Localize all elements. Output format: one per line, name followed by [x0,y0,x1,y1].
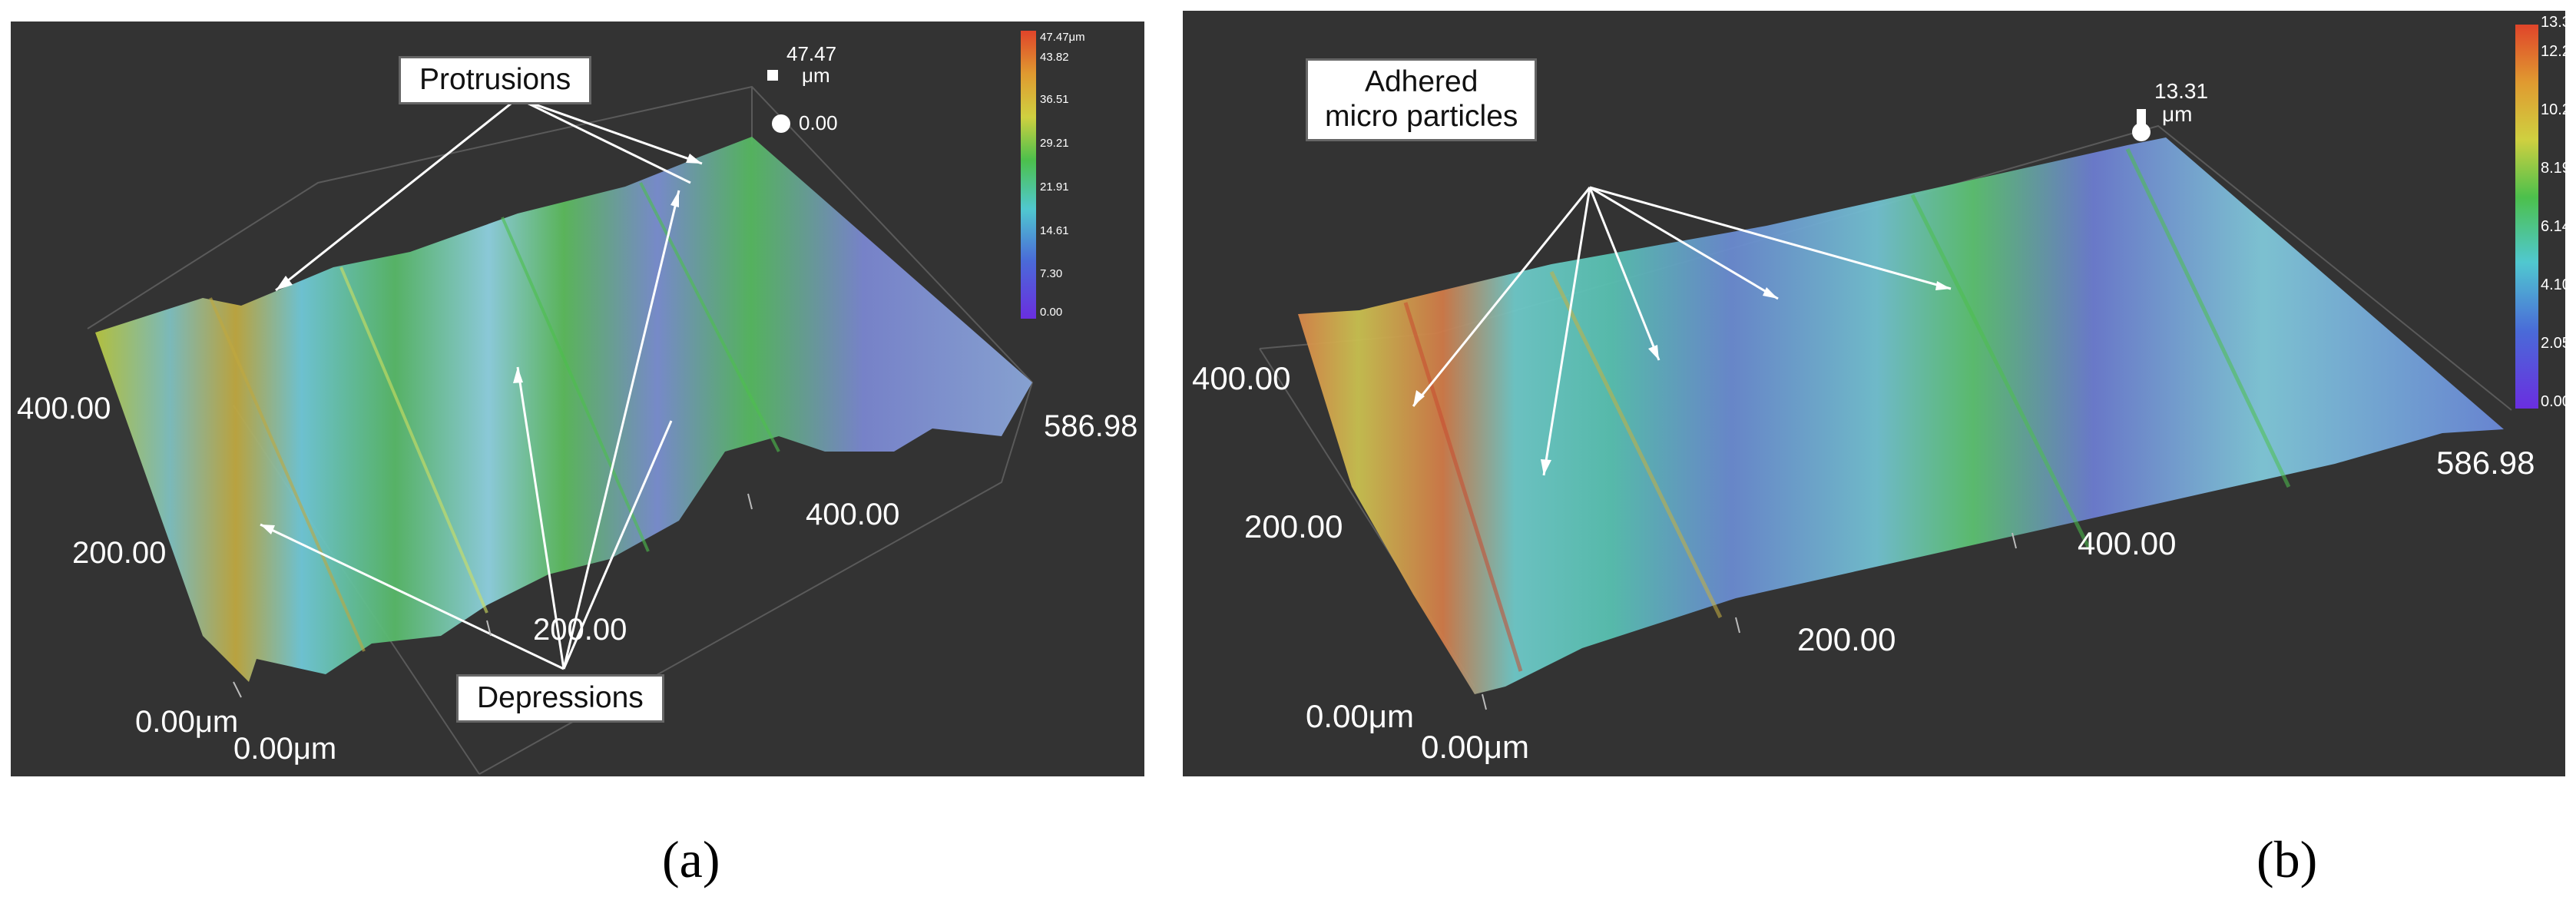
caption-b: (b) [2256,830,2318,889]
surface-3d-panel-a: Protrusions Depressions 47.47μm 43.82 36… [11,22,1144,776]
x-axis-max-label: 586.98 [2436,445,2535,481]
colorbar-label: 21.91 [1040,180,1069,194]
colorbar-label: 10.24 [2541,101,2565,118]
x-axis-label-400: 400.00 [806,498,900,531]
y-axis-label-200: 200.00 [1244,508,1343,544]
y-axis-origin-label: 0.00μm [135,705,239,739]
surface-render-a [87,31,1036,775]
colorbar-label: 12.29 [2541,43,2565,60]
y-axis-origin-label: 0.00μm [1306,698,1414,734]
colorbar-label: 29.21 [1040,137,1069,150]
adhered-particles-callout: Adhered micro particles [1306,58,1538,141]
surface-mesh-b [1298,137,2504,694]
surface-mesh-a [95,137,1032,682]
caption-a: (a) [662,830,720,889]
x-axis-origin-label: 0.00μm [1421,729,1529,765]
depressions-callout: Depressions [456,674,664,723]
max-height-label: 47.47 [786,42,837,65]
x-axis-max-label: 586.98 [1044,409,1138,443]
callout-line-2: micro particles [1325,99,1518,133]
x-axis-label-400: 400.00 [2078,525,2177,561]
colorbar-label: 14.61 [1040,224,1069,237]
y-axis-label-200: 200.00 [72,536,167,570]
max-marker-flag-b [2137,109,2146,129]
colorbar-label: 8.19 [2541,160,2565,177]
callout-line-1: Adhered [1364,65,1478,98]
max-height-label: 13.31 [2154,79,2209,103]
colorbar-label: 4.10 [2541,276,2565,293]
surface-render-b [1259,25,2538,710]
colorbar-label: 2.05 [2541,335,2565,352]
height-marker-a [767,70,778,81]
zero-marker-a [772,114,790,133]
colorbar-b [2515,25,2538,409]
colorbar-label: 6.14 [2541,218,2565,235]
zero-height-label: 0.00 [799,111,838,134]
colorbar-label: 47.47μm [1040,31,1085,44]
colorbar-label: 0.00 [2541,393,2565,410]
colorbar-label: 36.51 [1040,93,1069,106]
x-axis-origin-label: 0.00μm [233,732,337,766]
colorbar-a [1021,31,1036,319]
y-axis-label-400: 400.00 [1192,360,1291,396]
max-height-unit: μm [802,64,830,87]
x-axis-label-200: 200.00 [533,613,627,647]
colorbar-label: 43.82 [1040,51,1069,64]
y-axis-label-400: 400.00 [17,392,111,425]
x-axis-label-200: 200.00 [1797,621,1896,657]
max-height-unit: μm [2162,102,2193,126]
protrusions-callout: Protrusions [399,56,592,104]
colorbar-label: 7.30 [1040,267,1063,280]
colorbar-label: 0.00 [1040,306,1063,319]
